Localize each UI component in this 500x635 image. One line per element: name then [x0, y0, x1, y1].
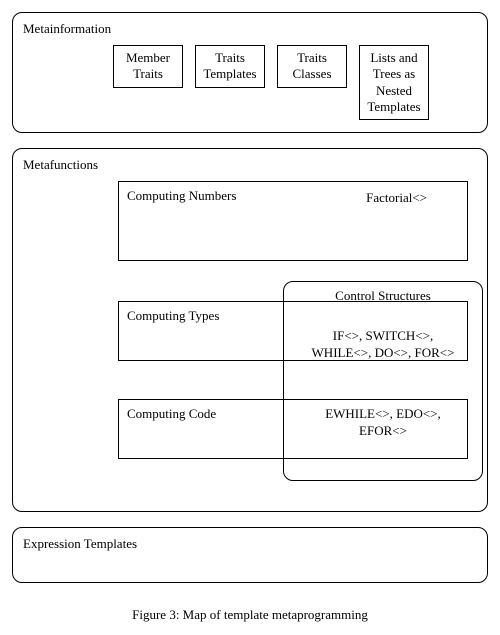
box-member-traits: Member Traits — [113, 45, 183, 88]
cs-line-1b: WHILE<>, DO<>, FOR<> — [292, 345, 474, 362]
control-structures-group2: EWHILE<>, EDO<>, EFOR<> — [292, 406, 474, 440]
computing-types-label: Computing Types — [127, 308, 219, 324]
expression-templates-section: Expression Templates — [12, 527, 488, 583]
factorial-label: Factorial<> — [366, 190, 427, 206]
metafunctions-section: Metafunctions Computing Numbers Factoria… — [12, 148, 488, 512]
metainformation-section: Metainformation Member Traits Traits Tem… — [12, 12, 488, 133]
cs-line-2a: EWHILE<>, EDO<>, — [292, 406, 474, 423]
expression-templates-title: Expression Templates — [23, 536, 137, 552]
control-structures-group1: IF<>, SWITCH<>, WHILE<>, DO<>, FOR<> — [292, 328, 474, 362]
cs-line-1a: IF<>, SWITCH<>, — [292, 328, 474, 345]
computing-numbers-label: Computing Numbers — [127, 188, 236, 204]
box-lists-trees: Lists and Trees as Nested Templates — [359, 45, 429, 120]
figure-caption: Figure 3: Map of template metaprogrammin… — [12, 607, 488, 623]
computing-numbers-box: Computing Numbers Factorial<> — [118, 181, 468, 261]
box-traits-templates: Traits Templates — [195, 45, 265, 88]
cs-line-2b: EFOR<> — [292, 423, 474, 440]
control-structures-overlay: Control Structures IF<>, SWITCH<>, WHILE… — [283, 281, 483, 481]
metafunctions-body: Computing Numbers Factorial<> Computing … — [118, 181, 477, 491]
metafunctions-title: Metafunctions — [23, 157, 98, 173]
box-traits-classes: Traits Classes — [277, 45, 347, 88]
computing-code-label: Computing Code — [127, 406, 216, 422]
metainformation-title: Metainformation — [23, 21, 111, 37]
metainformation-boxes: Member Traits Traits Templates Traits Cl… — [113, 45, 477, 120]
control-structures-title: Control Structures — [292, 288, 474, 304]
